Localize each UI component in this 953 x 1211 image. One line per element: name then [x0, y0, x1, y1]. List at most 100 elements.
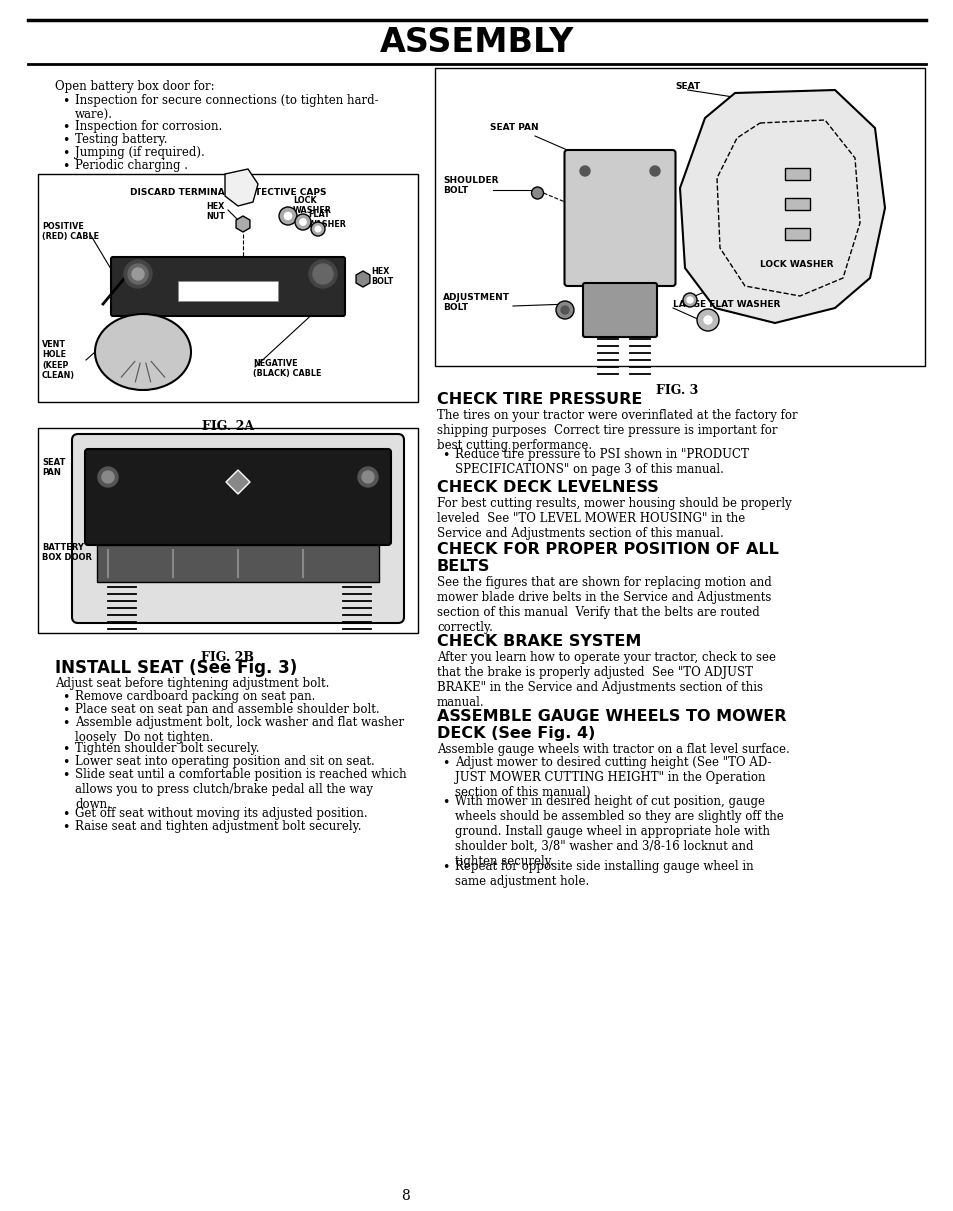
Circle shape	[682, 293, 697, 308]
Text: •: •	[62, 769, 70, 782]
Text: CHECK DECK LEVELNESS: CHECK DECK LEVELNESS	[436, 480, 659, 495]
Text: Jumping (if required).: Jumping (if required).	[75, 147, 205, 159]
Text: SEAT
PAN: SEAT PAN	[42, 458, 66, 477]
Text: CHECK TIRE PRESSURE: CHECK TIRE PRESSURE	[436, 392, 641, 407]
Polygon shape	[235, 216, 250, 233]
Circle shape	[686, 297, 692, 303]
Text: HEX
NUT: HEX NUT	[206, 202, 225, 222]
Text: FIG. 3: FIG. 3	[656, 384, 698, 397]
Text: ASSEMBLY: ASSEMBLY	[379, 25, 574, 58]
Text: Open battery box door for:: Open battery box door for:	[55, 80, 214, 93]
Text: Inspection for corrosion.: Inspection for corrosion.	[75, 120, 222, 133]
Circle shape	[102, 471, 113, 483]
Circle shape	[556, 302, 574, 318]
Text: BATTERY
BOX DOOR: BATTERY BOX DOOR	[42, 543, 91, 562]
Text: Adjust mower to desired cutting height (See "TO AD-
JUST MOWER CUTTING HEIGHT" i: Adjust mower to desired cutting height (…	[455, 756, 771, 799]
Bar	[784, 228, 809, 240]
Text: 8: 8	[401, 1189, 410, 1203]
Text: LARGE FLAT WASHER: LARGE FLAT WASHER	[672, 300, 780, 309]
Bar	[38, 427, 417, 633]
Text: Slide seat until a comfortable position is reached which
allows you to press clu: Slide seat until a comfortable position …	[75, 768, 406, 811]
Text: •: •	[441, 757, 449, 770]
Text: Tighten shoulder bolt securely.: Tighten shoulder bolt securely.	[75, 742, 259, 754]
Text: The tires on your tractor were overinflated at the factory for
shipping purposes: The tires on your tractor were overinfla…	[436, 409, 797, 452]
Bar	[784, 168, 809, 180]
FancyBboxPatch shape	[582, 283, 657, 337]
Circle shape	[703, 316, 711, 325]
Text: DISCARD TERMINAL PROTECTIVE CAPS: DISCARD TERMINAL PROTECTIVE CAPS	[130, 188, 326, 197]
Text: Place seat on seat pan and assemble shoulder bolt.: Place seat on seat pan and assemble shou…	[75, 704, 379, 716]
Text: After you learn how to operate your tractor, check to see
that the brake is prop: After you learn how to operate your trac…	[436, 652, 775, 708]
Ellipse shape	[95, 314, 191, 390]
Bar	[784, 199, 809, 210]
Circle shape	[313, 264, 333, 285]
FancyBboxPatch shape	[564, 150, 675, 286]
Polygon shape	[226, 470, 250, 494]
Text: •: •	[62, 147, 70, 160]
Circle shape	[560, 306, 568, 314]
Text: With mower in desired height of cut position, gauge
wheels should be assembled s: With mower in desired height of cut posi…	[455, 794, 783, 868]
Circle shape	[579, 166, 589, 176]
Text: •: •	[62, 808, 70, 821]
FancyBboxPatch shape	[85, 449, 391, 545]
Text: CHECK FOR PROPER POSITION OF ALL
BELTS: CHECK FOR PROPER POSITION OF ALL BELTS	[436, 543, 778, 574]
Text: •: •	[62, 704, 70, 717]
Text: Reduce tire pressure to PSI shown in "PRODUCT
SPECIFICATIONS" on page 3 of this : Reduce tire pressure to PSI shown in "PR…	[455, 448, 748, 476]
Text: Assemble adjustment bolt, lock washer and flat washer
loosely  Do not tighten.: Assemble adjustment bolt, lock washer an…	[75, 716, 404, 744]
Circle shape	[357, 467, 377, 487]
Circle shape	[299, 219, 306, 225]
Text: INSTALL SEAT (See Fig. 3): INSTALL SEAT (See Fig. 3)	[55, 659, 297, 677]
Text: LOCK
WASHER: LOCK WASHER	[293, 196, 332, 216]
Circle shape	[309, 260, 336, 288]
Text: CHECK BRAKE SYSTEM: CHECK BRAKE SYSTEM	[436, 635, 640, 649]
FancyBboxPatch shape	[71, 434, 403, 622]
Circle shape	[361, 471, 374, 483]
Text: ADJUSTMENT
BOLT: ADJUSTMENT BOLT	[442, 293, 510, 312]
Text: Periodic charging .: Periodic charging .	[75, 159, 188, 172]
Circle shape	[311, 222, 325, 236]
Text: SHOULDER
BOLT: SHOULDER BOLT	[442, 176, 498, 195]
Polygon shape	[679, 90, 884, 323]
Text: Get off seat without moving its adjusted position.: Get off seat without moving its adjusted…	[75, 807, 367, 820]
Circle shape	[284, 212, 292, 219]
Polygon shape	[225, 170, 257, 206]
Text: •: •	[62, 121, 70, 134]
Text: POSITIVE
(RED) CABLE: POSITIVE (RED) CABLE	[42, 222, 99, 241]
Text: Lower seat into operating position and sit on seat.: Lower seat into operating position and s…	[75, 754, 375, 768]
Text: ASSEMBLE GAUGE WHEELS TO MOWER
DECK (See Fig. 4): ASSEMBLE GAUGE WHEELS TO MOWER DECK (See…	[436, 708, 785, 741]
Text: •: •	[62, 94, 70, 108]
Text: FIG. 2A: FIG. 2A	[202, 420, 253, 434]
Text: LOCK WASHER: LOCK WASHER	[760, 260, 833, 269]
Text: •: •	[62, 691, 70, 704]
Circle shape	[314, 226, 320, 231]
Text: VENT
HOLE
(KEEP
CLEAN): VENT HOLE (KEEP CLEAN)	[42, 340, 75, 380]
Text: SEAT: SEAT	[674, 82, 700, 91]
Circle shape	[294, 214, 311, 230]
Text: •: •	[62, 744, 70, 756]
Bar	[178, 281, 277, 302]
Text: Repeat for opposite side installing gauge wheel in
same adjustment hole.: Repeat for opposite side installing gaug…	[455, 860, 753, 888]
FancyBboxPatch shape	[97, 545, 378, 582]
Text: •: •	[62, 134, 70, 147]
Text: FIG. 2B: FIG. 2B	[201, 652, 254, 664]
Text: NEGATIVE
(BLACK) CABLE: NEGATIVE (BLACK) CABLE	[253, 358, 321, 378]
Circle shape	[649, 166, 659, 176]
FancyBboxPatch shape	[111, 257, 345, 316]
Circle shape	[98, 467, 118, 487]
Circle shape	[124, 260, 152, 288]
Text: •: •	[62, 756, 70, 769]
Text: •: •	[441, 796, 449, 809]
Text: Testing battery.: Testing battery.	[75, 133, 168, 147]
Text: •: •	[62, 821, 70, 834]
Text: Inspection for secure connections (to tighten hard-
ware).: Inspection for secure connections (to ti…	[75, 94, 378, 122]
Text: Raise seat and tighten adjustment bolt securely.: Raise seat and tighten adjustment bolt s…	[75, 820, 361, 833]
Circle shape	[278, 207, 296, 225]
Text: FLAT
WASHER: FLAT WASHER	[308, 210, 347, 229]
Circle shape	[697, 309, 719, 331]
Text: Adjust seat before tightening adjustment bolt.: Adjust seat before tightening adjustment…	[55, 677, 329, 690]
Text: SEAT PAN: SEAT PAN	[490, 124, 538, 132]
Text: Remove cardboard packing on seat pan.: Remove cardboard packing on seat pan.	[75, 690, 315, 704]
Text: See the figures that are shown for replacing motion and
mower blade drive belts : See the figures that are shown for repla…	[436, 576, 771, 635]
Circle shape	[132, 268, 144, 280]
Text: Assemble gauge wheels with tractor on a flat level surface.: Assemble gauge wheels with tractor on a …	[436, 744, 789, 756]
